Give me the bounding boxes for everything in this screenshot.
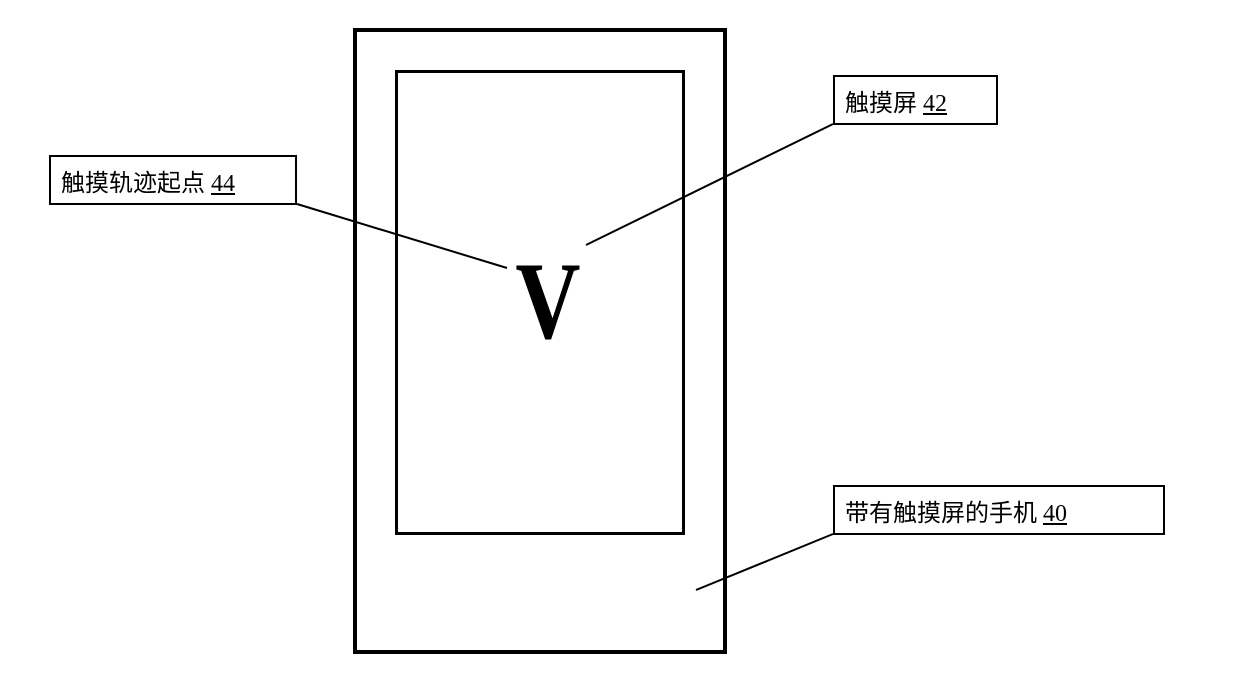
callout-label: 触摸轨迹起点 44 (61, 163, 235, 198)
callout-label-number: 40 (1043, 501, 1067, 527)
callout-label-text: 触摸轨迹起点 (61, 171, 211, 197)
callout-label-number: 42 (923, 91, 947, 117)
v-gesture-glyph: V (507, 246, 589, 356)
callout-label: 带有触摸屏的手机 40 (845, 493, 1067, 528)
callout-label-number: 44 (211, 171, 235, 197)
callout-label: 触摸屏 42 (845, 83, 947, 118)
callout-box-touchscreen: 触摸屏 42 (833, 75, 998, 125)
callout-box-start-point: 触摸轨迹起点 44 (49, 155, 297, 205)
callout-box-phone: 带有触摸屏的手机 40 (833, 485, 1165, 535)
diagram-canvas: V 触摸轨迹起点 44 触摸屏 42 带有触摸屏的手机 40 (0, 0, 1239, 680)
callout-label-text: 带有触摸屏的手机 (845, 501, 1043, 527)
callout-label-text: 触摸屏 (845, 91, 923, 117)
